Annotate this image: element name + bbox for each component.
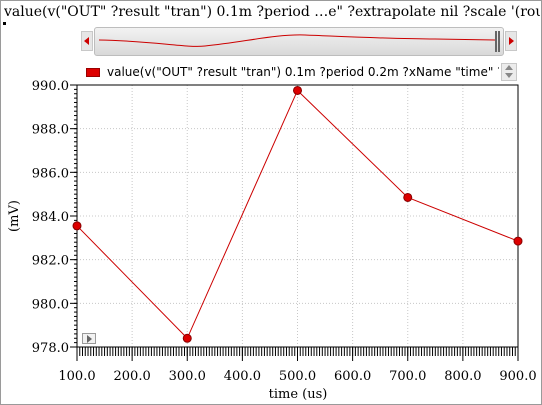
y-axis-label: (mV) xyxy=(7,200,22,232)
y-tick-label: 984.0 xyxy=(32,210,69,225)
y-tick-label: 986.0 xyxy=(32,166,69,181)
chart-title: value(v("OUT" ?result "tran") 0.1m ?peri… xyxy=(4,4,540,20)
y-tick-label: 980.0 xyxy=(32,297,69,312)
legend-entry[interactable]: value(v("OUT" ?result "tran") 0.1m ?peri… xyxy=(107,65,499,79)
data-point xyxy=(403,192,413,202)
x-tick-label: 900.0 xyxy=(499,369,536,384)
overview-scroll-right-button[interactable] xyxy=(505,31,517,51)
x-tick-label: 100.0 xyxy=(58,369,95,384)
y-tick-label: 988.0 xyxy=(32,123,69,138)
overview-scroll-left-button[interactable] xyxy=(81,31,93,51)
overview-waveform xyxy=(98,34,496,47)
y-tick-label: 978.0 xyxy=(32,341,69,356)
y-tick-label: 990.0 xyxy=(32,79,69,94)
data-point xyxy=(293,85,302,95)
title-marker xyxy=(3,22,6,25)
grid xyxy=(76,84,519,348)
chevron-up-icon[interactable] xyxy=(505,65,513,70)
overview-strip[interactable] xyxy=(81,27,517,56)
play-icon xyxy=(87,335,92,343)
x-tick-label: 200.0 xyxy=(114,369,151,384)
overview-preview[interactable] xyxy=(94,27,504,56)
x-tick-label: 400.0 xyxy=(224,369,261,384)
overview-range-handle[interactable] xyxy=(495,31,497,52)
right-arrow-icon xyxy=(509,37,514,45)
left-arrow-icon xyxy=(84,37,89,45)
x-tick-label: 700.0 xyxy=(389,369,426,384)
data-point xyxy=(513,236,523,246)
chevron-down-icon[interactable] xyxy=(505,73,513,78)
x-axis-label: time (us) xyxy=(269,387,328,402)
legend-scroll[interactable] xyxy=(501,63,517,81)
y-tick-label: 982.0 xyxy=(32,254,69,269)
x-tick-label: 300.0 xyxy=(169,369,206,384)
play-button[interactable] xyxy=(82,333,96,344)
y-axis: 978.0 980.0 982.0 984.0 986.0 988.0 990.0 xyxy=(32,79,77,356)
data-point xyxy=(182,333,192,343)
x-tick-label: 500.0 xyxy=(279,369,316,384)
series xyxy=(72,85,523,343)
x-tick-label: 800.0 xyxy=(444,369,481,384)
x-axis: 100.0 200.0 300.0 400.0 500.0 600.0 700.0 800.0… xyxy=(58,347,537,384)
data-point xyxy=(72,221,82,231)
legend-swatch xyxy=(86,68,100,77)
x-tick-label: 600.0 xyxy=(334,369,371,384)
